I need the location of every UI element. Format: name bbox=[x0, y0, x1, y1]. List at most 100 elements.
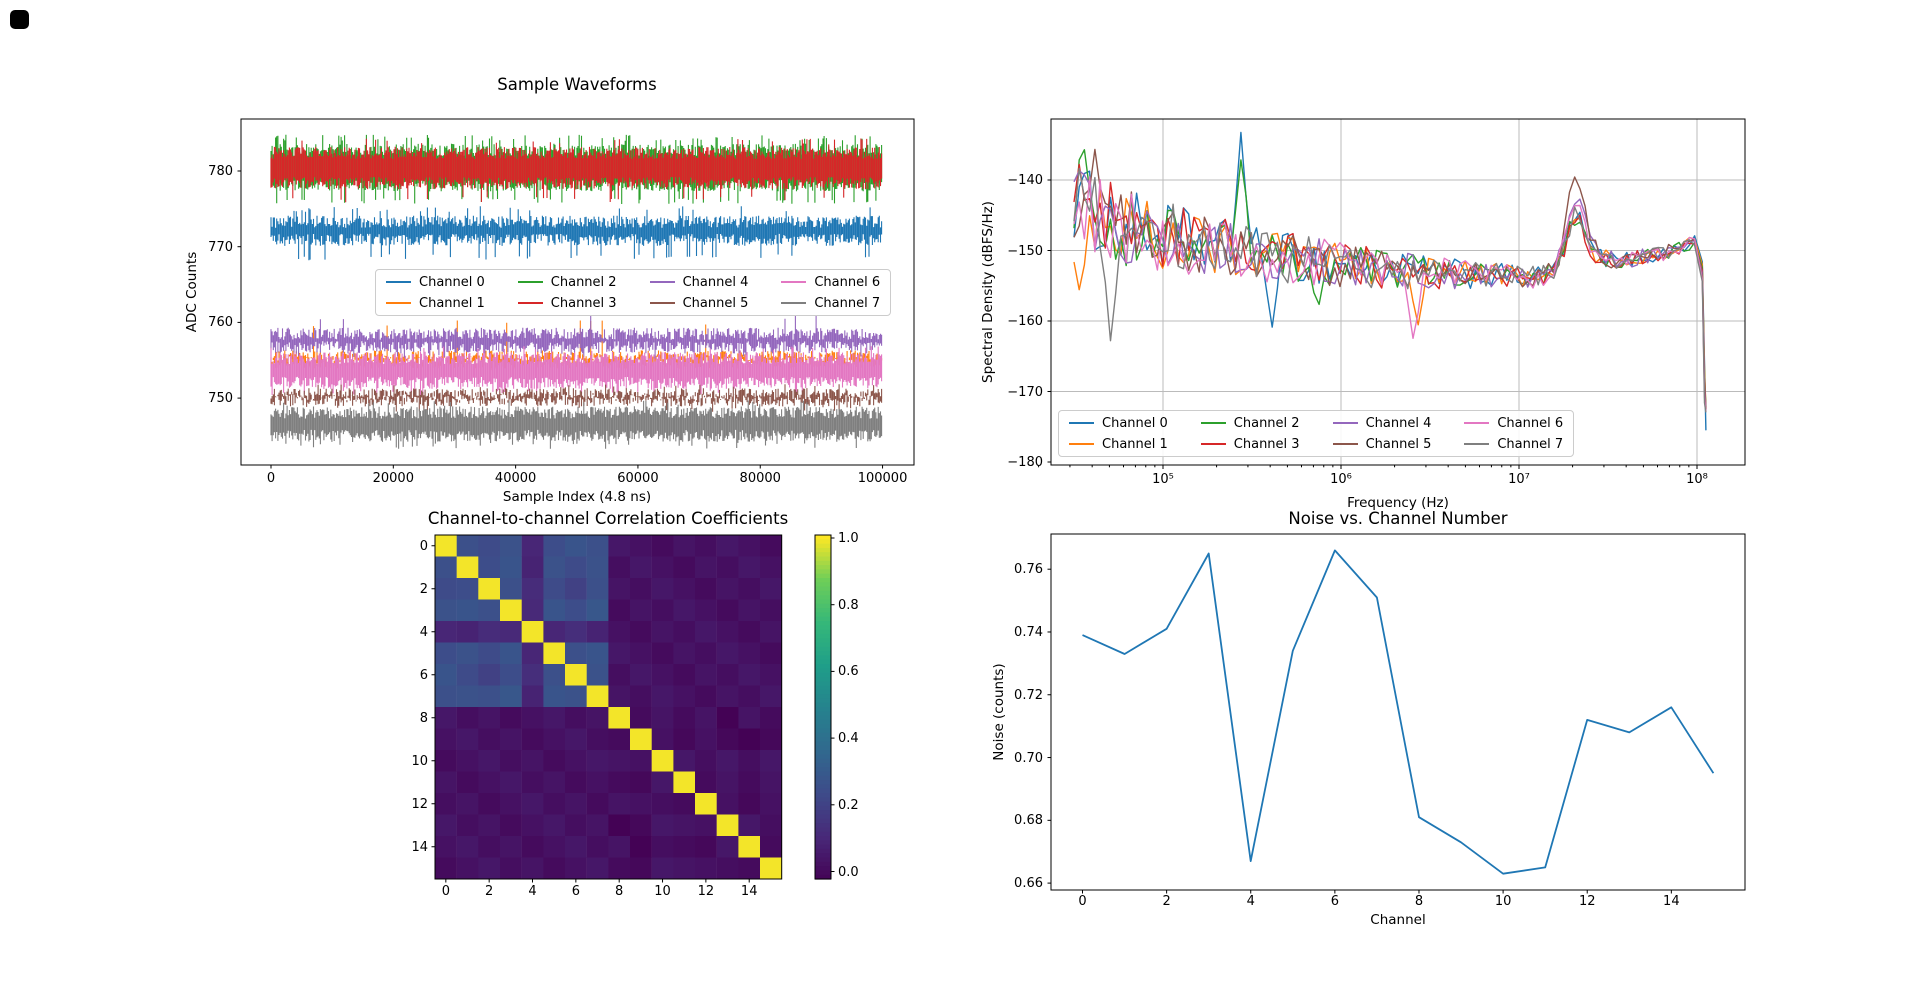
noise-ylabel: Noise (counts) bbox=[991, 663, 1007, 761]
legend-entry-channel-2: Channel 2 bbox=[517, 274, 617, 290]
waveforms-xlabel: Sample Index (4.8 ns) bbox=[502, 489, 652, 505]
axis-tick-label: 0 bbox=[266, 471, 276, 486]
axis-tick-label: 8 bbox=[419, 710, 428, 726]
legend-entry-channel-4: Channel 4 bbox=[1332, 415, 1432, 431]
legend-label: Channel 4 bbox=[682, 274, 749, 290]
colorbar-tick-label: 0.8 bbox=[838, 597, 859, 613]
noise-xlabel: Channel bbox=[1370, 912, 1426, 928]
legend-line-swatch-icon bbox=[386, 301, 411, 305]
axis-tick-label: −140 bbox=[1007, 173, 1043, 188]
axis-tick-label: 80000 bbox=[739, 471, 781, 486]
legend-label: Channel 1 bbox=[419, 295, 485, 311]
spectral-legend: Channel 0 Channel 1 Channel 2 Channel 3 Chan… bbox=[1058, 410, 1575, 457]
legend-entry-channel-0: Channel 0 bbox=[1069, 416, 1168, 431]
axis-tick-label: 770 bbox=[208, 239, 233, 255]
axis-tick-label: 14 bbox=[1663, 894, 1680, 909]
legend-label: Channel 1 bbox=[1102, 436, 1168, 452]
axis-tick-label: 0.74 bbox=[1014, 624, 1043, 640]
legend-label: Channel 7 bbox=[814, 295, 881, 311]
legend-entry-channel-3: Channel 3 bbox=[1200, 436, 1300, 452]
axis-tick-label: 10 bbox=[654, 884, 671, 899]
legend-entry-channel-4: Channel 4 bbox=[649, 274, 749, 290]
legend-entry-channel-3: Channel 3 bbox=[517, 295, 617, 311]
axis-tick-label: −180 bbox=[1007, 455, 1043, 470]
legend-line-swatch-icon bbox=[1464, 421, 1490, 425]
window-corner-mark-icon bbox=[10, 10, 29, 29]
legend-line-swatch-icon bbox=[1464, 442, 1490, 446]
legend-line-swatch-icon bbox=[1200, 442, 1226, 446]
spectral-xlabel: Frequency (Hz) bbox=[1347, 495, 1449, 511]
axis-tick-label: 20000 bbox=[372, 471, 414, 486]
correlation-title: Channel-to-channel Correlation Coefficie… bbox=[427, 509, 789, 528]
colorbar-tick-label: 1.0 bbox=[838, 531, 859, 546]
axis-tick-label: 10 bbox=[1494, 894, 1512, 909]
colorbar-tick-label: 0.0 bbox=[838, 864, 859, 880]
axis-tick-label: −150 bbox=[1007, 243, 1043, 259]
axis-tick-label: 0 bbox=[441, 884, 450, 899]
legend-line-swatch-icon bbox=[781, 280, 807, 284]
legend-label: Channel 5 bbox=[682, 295, 749, 311]
waveforms-legend: Channel 0 Channel 1 Channel 2 Channel 3 Chan… bbox=[375, 269, 892, 316]
axis-tick-label: 0.76 bbox=[1014, 562, 1043, 578]
legend-label: Channel 2 bbox=[550, 274, 617, 290]
legend-label: Channel 6 bbox=[814, 274, 881, 290]
legend-entry-channel-5: Channel 5 bbox=[649, 295, 749, 311]
axis-tick-label: 6 bbox=[419, 667, 428, 683]
legend-label: Channel 4 bbox=[1365, 415, 1432, 431]
axis-tick-label: 0.70 bbox=[1014, 750, 1043, 766]
legend-line-swatch-icon bbox=[1069, 421, 1094, 425]
legend-entry-channel-6: Channel 6 bbox=[1464, 416, 1563, 431]
axis-tick-label: 760 bbox=[208, 315, 233, 331]
colorbar-tick-label: 0.6 bbox=[838, 664, 859, 680]
axis-tick-label: 10 bbox=[411, 753, 428, 769]
legend-label: Channel 7 bbox=[1497, 436, 1564, 452]
legend-line-swatch-icon bbox=[1069, 442, 1094, 446]
legend-line-swatch-icon bbox=[386, 280, 411, 284]
legend-label: Channel 0 bbox=[419, 274, 485, 290]
legend-label: Channel 3 bbox=[1233, 436, 1300, 452]
axis-tick-label: 4 bbox=[528, 884, 537, 899]
legend-entry-channel-2: Channel 2 bbox=[1200, 415, 1300, 431]
axis-tick-label: 0 bbox=[419, 538, 428, 554]
legend-label: Channel 2 bbox=[1233, 415, 1300, 431]
noise-title: Noise vs. Channel Number bbox=[1288, 509, 1508, 528]
axis-tick-label: 2 bbox=[485, 884, 494, 899]
axis-tick-label: 0.66 bbox=[1014, 876, 1043, 892]
axis-tick-label: 12 bbox=[1578, 894, 1596, 909]
legend-line-swatch-icon bbox=[649, 301, 675, 305]
waveforms-title: Sample Waveforms bbox=[497, 75, 657, 94]
legend-line-swatch-icon bbox=[517, 301, 543, 305]
legend-entry-channel-0: Channel 0 bbox=[386, 275, 485, 290]
axis-tick-label: 12 bbox=[697, 884, 715, 899]
axis-tick-label: 4 bbox=[1246, 894, 1255, 909]
legend-line-swatch-icon bbox=[781, 301, 807, 305]
axis-tick-label: 0.72 bbox=[1014, 687, 1043, 703]
spectral-ylabel: Spectral Density (dBFS/Hz) bbox=[980, 201, 996, 383]
legend-entry-channel-7: Channel 7 bbox=[781, 296, 880, 311]
legend-label: Channel 0 bbox=[1102, 415, 1168, 431]
axis-tick-label: 12 bbox=[411, 796, 428, 812]
legend-label: Channel 5 bbox=[1365, 436, 1432, 452]
axis-tick-label: 6 bbox=[1330, 894, 1339, 909]
axis-tick-label: 60000 bbox=[617, 471, 659, 486]
axis-tick-label: 10⁵ bbox=[1152, 472, 1174, 487]
axis-tick-label: 14 bbox=[411, 839, 428, 855]
legend-entry-channel-1: Channel 1 bbox=[386, 296, 485, 311]
legend-line-swatch-icon bbox=[1200, 421, 1226, 425]
axis-tick-label: 10⁸ bbox=[1686, 472, 1708, 487]
legend-line-swatch-icon bbox=[517, 280, 543, 284]
axis-tick-label: 10⁷ bbox=[1508, 472, 1530, 487]
legend-label: Channel 3 bbox=[550, 295, 617, 311]
legend-line-swatch-icon bbox=[649, 280, 675, 284]
legend-label: Channel 6 bbox=[1497, 415, 1564, 431]
legend-line-swatch-icon bbox=[1332, 442, 1358, 446]
axis-tick-label: 780 bbox=[208, 164, 233, 179]
legend-entry-channel-5: Channel 5 bbox=[1332, 436, 1432, 452]
axis-tick-label: 4 bbox=[419, 624, 428, 640]
axis-tick-label: 8 bbox=[615, 884, 624, 899]
legend-entry-channel-1: Channel 1 bbox=[1069, 437, 1168, 452]
axis-tick-label: 2 bbox=[1162, 894, 1171, 909]
legend-entry-channel-7: Channel 7 bbox=[1464, 437, 1563, 452]
